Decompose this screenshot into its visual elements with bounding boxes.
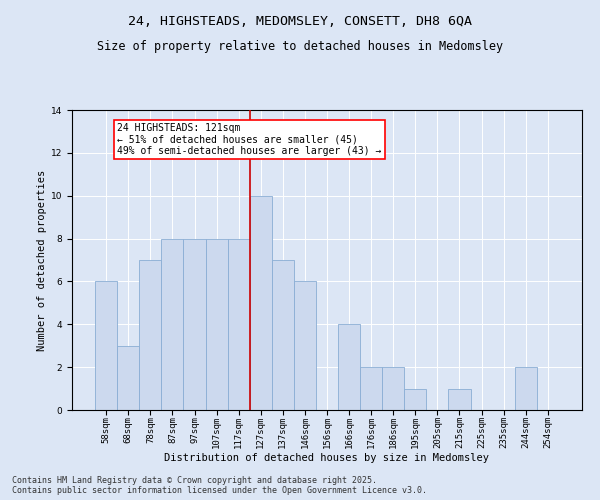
Bar xyxy=(206,238,227,410)
Bar xyxy=(227,238,250,410)
Text: Size of property relative to detached houses in Medomsley: Size of property relative to detached ho… xyxy=(97,40,503,53)
Bar xyxy=(139,260,161,410)
Bar xyxy=(515,367,537,410)
Bar xyxy=(161,238,184,410)
Bar xyxy=(338,324,360,410)
Bar xyxy=(272,260,294,410)
Text: 24, HIGHSTEADS, MEDOMSLEY, CONSETT, DH8 6QA: 24, HIGHSTEADS, MEDOMSLEY, CONSETT, DH8 … xyxy=(128,15,472,28)
X-axis label: Distribution of detached houses by size in Medomsley: Distribution of detached houses by size … xyxy=(164,452,490,462)
Bar xyxy=(294,282,316,410)
Bar xyxy=(250,196,272,410)
Text: 24 HIGHSTEADS: 121sqm
← 51% of detached houses are smaller (45)
49% of semi-deta: 24 HIGHSTEADS: 121sqm ← 51% of detached … xyxy=(117,123,382,156)
Bar xyxy=(117,346,139,410)
Bar xyxy=(95,282,117,410)
Bar xyxy=(404,388,427,410)
Bar xyxy=(184,238,206,410)
Y-axis label: Number of detached properties: Number of detached properties xyxy=(37,170,47,350)
Text: Contains HM Land Registry data © Crown copyright and database right 2025.
Contai: Contains HM Land Registry data © Crown c… xyxy=(12,476,427,495)
Bar xyxy=(448,388,470,410)
Bar xyxy=(382,367,404,410)
Bar xyxy=(360,367,382,410)
